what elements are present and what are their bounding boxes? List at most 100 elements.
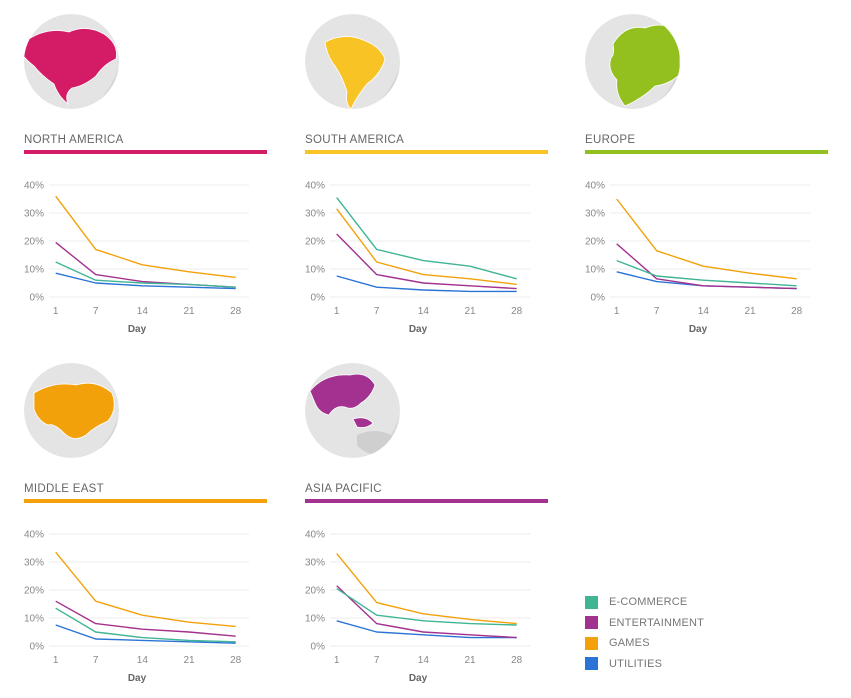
region-title: EUROPE: [585, 134, 636, 146]
legend-label-ecommerce: E-COMMERCE: [609, 596, 688, 609]
region-title: SOUTH AMERICA: [305, 134, 405, 146]
region-panel-asia-pacific: ASIA PACIFIC 0% 10% 20% 30% 40% 1 7 14 21 28 Day: [305, 363, 555, 693]
y-tick-label: 0%: [311, 642, 326, 653]
x-tick-label: 28: [230, 306, 242, 317]
y-tick-label: 30%: [305, 558, 325, 569]
legend-swatch-games: [585, 636, 598, 650]
series-line-entertainment: [55, 600, 236, 637]
x-tick-label: 7: [374, 306, 380, 317]
region-panel-middle-east: MIDDLE EAST 0% 10% 20% 30% 40% 1 7 14 21 28 Day: [24, 363, 274, 693]
x-tick-label: 28: [511, 306, 523, 317]
region-panel-europe: EUROPE 0% 10% 20% 30% 40% 1 7 14 21 28 Day: [585, 14, 835, 344]
y-tick-label: 40%: [24, 181, 44, 192]
x-tick-label: 1: [53, 655, 59, 666]
x-tick-label: 7: [93, 306, 99, 317]
legend-swatch-utilities: [585, 657, 598, 671]
y-tick-label: 10%: [305, 265, 325, 276]
y-tick-label: 40%: [305, 530, 325, 541]
middle-east-globe-icon: [24, 363, 119, 458]
x-axis-label: Day: [128, 324, 147, 335]
x-tick-label: 21: [183, 655, 195, 666]
x-tick-label: 1: [334, 655, 340, 666]
asia-pacific-globe-icon: [305, 363, 400, 458]
series-line-entertainment: [616, 243, 797, 290]
x-axis-label: Day: [409, 324, 428, 335]
y-tick-label: 30%: [24, 209, 44, 220]
x-tick-label: 1: [614, 306, 620, 317]
y-tick-label: 40%: [585, 181, 605, 192]
series-line-games: [336, 553, 517, 625]
y-tick-label: 0%: [591, 293, 606, 304]
series-line-utilities: [55, 272, 236, 290]
x-tick-label: 1: [334, 306, 340, 317]
y-tick-label: 10%: [585, 265, 605, 276]
series-line-utilities: [336, 275, 517, 293]
series-line-games: [55, 195, 236, 279]
y-tick-label: 0%: [30, 642, 45, 653]
x-tick-label: 7: [374, 655, 380, 666]
y-tick-label: 20%: [24, 237, 44, 248]
line-chart: 0% 10% 20% 30% 40% 1 7 14 21 28 Day: [24, 530, 249, 684]
y-tick-label: 30%: [305, 209, 325, 220]
x-axis-label: Day: [409, 673, 428, 684]
y-tick-label: 40%: [305, 181, 325, 192]
y-tick-label: 0%: [311, 293, 326, 304]
region-title: MIDDLE EAST: [24, 483, 104, 495]
y-tick-label: 10%: [24, 614, 44, 625]
legend-item-entertainment: ENTERTAINMENT: [585, 613, 704, 634]
y-tick-label: 20%: [24, 586, 44, 597]
x-tick-label: 28: [791, 306, 803, 317]
legend-label-entertainment: ENTERTAINMENT: [609, 616, 705, 629]
legend-item-games: GAMES: [585, 633, 704, 654]
y-tick-label: 30%: [24, 558, 44, 569]
region-panel-south-america: SOUTH AMERICA 0% 10% 20% 30% 40% 1 7 14 21 28 Day: [305, 14, 555, 344]
south-america-globe-icon: [305, 14, 400, 109]
x-tick-label: 14: [137, 306, 149, 317]
region-title: NORTH AMERICA: [24, 134, 124, 146]
line-chart: 0% 10% 20% 30% 40% 1 7 14 21 28 Day: [305, 530, 530, 684]
x-tick-label: 14: [137, 655, 149, 666]
legend-item-utilities: UTILITIES: [585, 654, 704, 675]
region-color-bar: [585, 150, 828, 154]
region-color-bar: [305, 499, 548, 503]
x-tick-label: 28: [511, 655, 523, 666]
x-tick-label: 14: [418, 306, 430, 317]
line-chart: 0% 10% 20% 30% 40% 1 7 14 21 28 Day: [24, 181, 249, 335]
x-axis-label: Day: [128, 673, 147, 684]
chart-legend: E-COMMERCE ENTERTAINMENT GAMES UTILITIES: [585, 592, 704, 674]
series-line-games: [55, 551, 236, 628]
y-tick-label: 20%: [305, 586, 325, 597]
y-tick-label: 10%: [24, 265, 44, 276]
series-line-e-commerce: [55, 261, 236, 288]
region-title: ASIA PACIFIC: [305, 483, 382, 495]
region-color-bar: [24, 499, 267, 503]
y-tick-label: 10%: [305, 614, 325, 625]
x-tick-label: 14: [418, 655, 430, 666]
legend-swatch-entertainment: [585, 616, 598, 630]
series-line-games: [336, 208, 517, 286]
x-tick-label: 21: [744, 306, 756, 317]
x-tick-label: 21: [464, 655, 476, 666]
x-axis-label: Day: [689, 324, 708, 335]
series-line-entertainment: [336, 585, 517, 639]
series-line-utilities: [55, 624, 236, 644]
legend-item-ecommerce: E-COMMERCE: [585, 592, 704, 613]
y-tick-label: 20%: [305, 237, 325, 248]
series-line-e-commerce: [55, 607, 236, 643]
x-tick-label: 7: [93, 655, 99, 666]
series-line-utilities: [336, 620, 517, 639]
series-line-entertainment: [336, 233, 517, 290]
x-tick-label: 21: [183, 306, 195, 317]
line-chart: 0% 10% 20% 30% 40% 1 7 14 21 28 Day: [585, 181, 810, 335]
region-color-bar: [305, 150, 548, 154]
x-tick-label: 14: [698, 306, 710, 317]
north-america-globe-icon: [24, 14, 119, 109]
y-tick-label: 40%: [24, 530, 44, 541]
region-panel-north-america: NORTH AMERICA 0% 10% 20% 30% 40% 1 7 14 21 28 Day: [24, 14, 274, 344]
legend-swatch-ecommerce: [585, 595, 598, 609]
series-line-e-commerce: [336, 588, 517, 626]
line-chart: 0% 10% 20% 30% 40% 1 7 14 21 28 Day: [305, 181, 530, 335]
x-tick-label: 21: [464, 306, 476, 317]
series-line-e-commerce: [336, 197, 517, 280]
x-tick-label: 7: [654, 306, 660, 317]
